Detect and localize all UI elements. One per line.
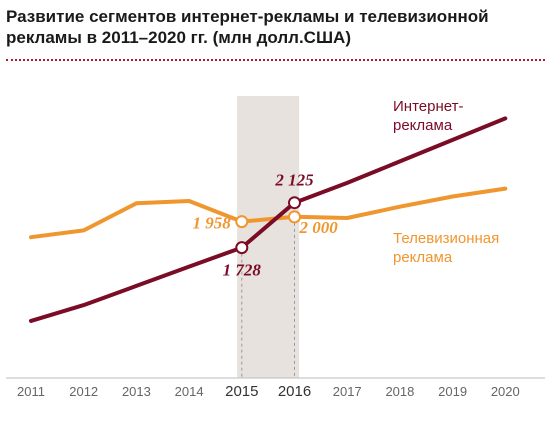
tv-ads-series-label: Телевизионная [393, 230, 499, 247]
data-point-marker [235, 241, 249, 255]
x-tick-label: 2011 [17, 384, 45, 399]
internet-ads-series-label: реклама [393, 117, 453, 134]
tv-ads-series-label: реклама [393, 249, 453, 266]
data-point-marker [288, 196, 301, 210]
title-divider [6, 59, 545, 61]
data-point-marker [288, 210, 301, 224]
x-tick-label: 2013 [122, 384, 151, 399]
x-tick-label: 2019 [438, 384, 467, 399]
x-tick-label: 2012 [69, 384, 98, 399]
data-value-label: 1 728 [223, 261, 262, 280]
x-tick-label: 2018 [385, 384, 414, 399]
x-tick-label: 2014 [175, 384, 204, 399]
x-tick-label: 2016 [278, 383, 311, 400]
tv-ads-line [29, 186, 508, 240]
highlight-band [237, 96, 300, 378]
x-tick-label: 2020 [491, 384, 520, 399]
internet-ads-line [29, 116, 508, 323]
data-point-marker [235, 215, 249, 229]
x-tick-label: 2017 [333, 384, 362, 399]
x-tick-label: 2015 [225, 383, 258, 400]
internet-ads-series-label: Интернет- [393, 98, 463, 115]
data-value-label: 2 125 [274, 171, 314, 190]
data-value-label: 1 958 [193, 214, 232, 233]
chart-title: Развитие сегментов интернет-рекламы и те… [6, 7, 489, 47]
data-value-label: 2 000 [299, 218, 339, 237]
